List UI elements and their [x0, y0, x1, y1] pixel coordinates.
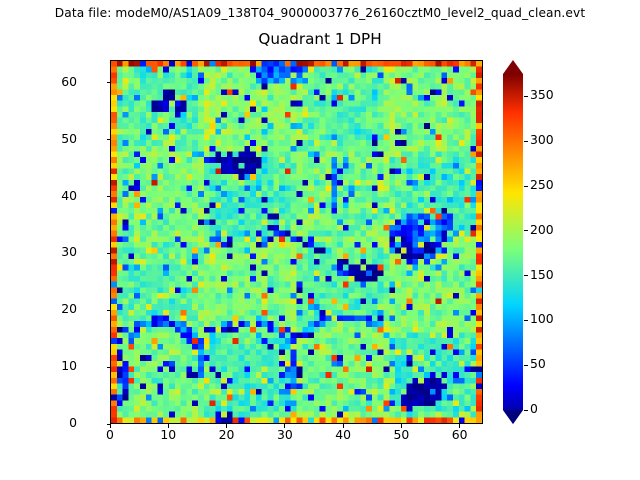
y-tick-label: 60	[61, 73, 77, 89]
y-tick-mark	[106, 139, 110, 141]
colorbar-tick-mark	[524, 319, 528, 321]
x-tick-mark	[284, 424, 286, 428]
y-tick-mark	[106, 423, 110, 425]
y-tick-mark	[106, 252, 110, 254]
x-tick-label: 10	[160, 427, 177, 442]
x-tick-label: 60	[451, 427, 468, 442]
y-tick-mark	[106, 82, 110, 84]
colorbar-tick-label: 50	[530, 356, 546, 372]
colorbar-tick-mark	[524, 275, 528, 277]
y-tick-label: 40	[61, 187, 77, 203]
colorbar-tick-label: 250	[530, 177, 554, 192]
colorbar-tick-mark	[524, 364, 528, 366]
y-tick-mark	[106, 309, 110, 311]
colorbar-tick-mark	[524, 95, 528, 97]
colorbar-tick-label: 0	[530, 401, 538, 416]
colorbar-tick-label: 300	[530, 132, 554, 148]
data-file-suptitle: Data file: modeM0/AS1A09_138T04_90000037…	[54, 6, 586, 20]
colorbar-tick-mark	[524, 140, 528, 142]
y-tick-label: 20	[61, 301, 77, 317]
colorbar-tick-label: 150	[530, 266, 554, 282]
x-tick-label: 40	[335, 427, 352, 442]
y-tick-mark	[106, 366, 110, 368]
plot-title: Quadrant 1 DPH	[258, 30, 382, 48]
colorbar-tick-mark	[524, 230, 528, 232]
x-tick-mark	[226, 424, 228, 428]
y-tick-label: 30	[61, 244, 77, 260]
dph-heatmap-image	[111, 61, 482, 423]
x-tick-label: 30	[276, 427, 293, 442]
x-tick-label: 0	[106, 427, 114, 442]
x-tick-mark	[167, 424, 169, 428]
y-tick-label: 0	[69, 415, 77, 430]
y-tick-label: 50	[61, 130, 77, 146]
colorbar-tick-mark	[524, 409, 528, 411]
colorbar	[503, 60, 523, 424]
x-tick-label: 50	[393, 427, 410, 442]
x-tick-mark	[342, 424, 344, 428]
colorbar-tick-label: 350	[530, 87, 554, 103]
x-tick-mark	[459, 424, 461, 428]
colorbar-tick-mark	[524, 185, 528, 187]
colorbar-tick-label: 200	[530, 221, 554, 237]
y-tick-mark	[106, 196, 110, 197]
heatmap-axes	[110, 60, 483, 424]
x-tick-label: 20	[218, 427, 235, 442]
y-tick-label: 10	[61, 358, 77, 374]
colorbar-gradient	[503, 60, 523, 424]
x-tick-mark	[400, 424, 402, 428]
colorbar-tick-label: 100	[530, 311, 554, 327]
x-tick-mark	[109, 424, 111, 428]
